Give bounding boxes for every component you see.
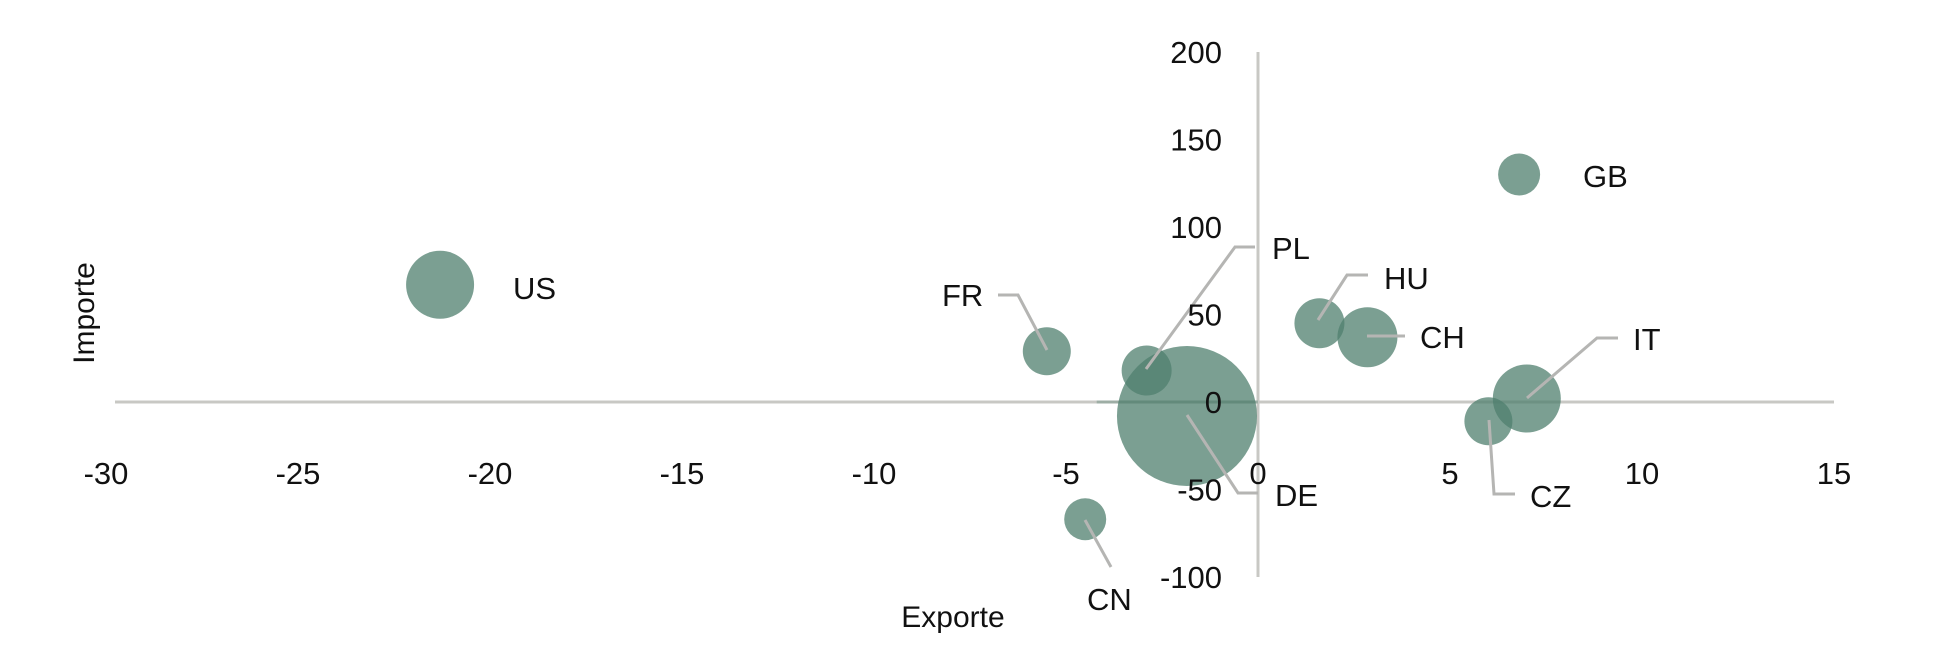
x-tick-label: -20 bbox=[468, 456, 513, 491]
leader-line-cn bbox=[1083, 519, 1113, 568]
leader-line-cz bbox=[1487, 419, 1515, 496]
bubble-gb bbox=[1498, 153, 1541, 196]
leader-line-fr bbox=[998, 293, 1049, 351]
bubble-label-cn: CN bbox=[1087, 582, 1132, 617]
bubble-label-fr: FR bbox=[942, 278, 983, 313]
x-tick-label: 10 bbox=[1625, 456, 1659, 491]
bubble-label-it: IT bbox=[1633, 322, 1661, 357]
x-tick-label: -5 bbox=[1052, 456, 1080, 491]
bubble-label-gb: GB bbox=[1583, 159, 1628, 194]
bubble-label-hu: HU bbox=[1384, 261, 1429, 296]
leader-line-hu bbox=[1316, 273, 1368, 321]
bubble-us bbox=[406, 250, 475, 319]
x-tick-label: 5 bbox=[1441, 456, 1458, 491]
bubble-label-cz: CZ bbox=[1530, 479, 1571, 514]
bubble-label-ch: CH bbox=[1420, 320, 1465, 355]
y-tick-label: 50 bbox=[1188, 298, 1222, 333]
y-tick-label: -100 bbox=[1160, 560, 1222, 595]
x-tick-label: -25 bbox=[276, 456, 321, 491]
x-tick-labels: -30 -25 -20 -15 -10 -5 0 5 10 15 bbox=[84, 456, 1852, 491]
leader-line-pl bbox=[1144, 245, 1255, 370]
bubble-cn bbox=[1064, 498, 1107, 541]
leader-lines bbox=[998, 245, 1618, 568]
leader-line-de bbox=[1185, 414, 1258, 495]
bubble-label-de: DE bbox=[1275, 478, 1318, 513]
y-tick-labels: 200 150 100 50 0 -50 -100 bbox=[1160, 35, 1222, 595]
x-tick-label: -10 bbox=[852, 456, 897, 491]
bubble-labels: US FR PL DE CN HU CH GB IT CZ bbox=[513, 159, 1661, 617]
y-tick-label: 0 bbox=[1205, 385, 1222, 420]
y-tick-label: -50 bbox=[1177, 473, 1222, 508]
axes bbox=[115, 52, 1834, 577]
y-axis-title: Importe bbox=[68, 262, 101, 364]
x-tick-label: -15 bbox=[660, 456, 705, 491]
bubble-hu bbox=[1294, 298, 1345, 349]
x-tick-label: 0 bbox=[1249, 456, 1266, 491]
bubble-label-us: US bbox=[513, 271, 556, 306]
x-tick-label: -30 bbox=[84, 456, 129, 491]
y-tick-label: 150 bbox=[1170, 123, 1222, 158]
bubble-fr bbox=[1022, 327, 1071, 376]
leader-line-it bbox=[1526, 336, 1618, 400]
y-tick-label: 100 bbox=[1170, 210, 1222, 245]
bubbles bbox=[406, 153, 1561, 541]
x-axis-title: Exporte bbox=[901, 601, 1004, 634]
bubble-label-pl: PL bbox=[1272, 231, 1310, 266]
x-tick-label: 15 bbox=[1817, 456, 1851, 491]
y-tick-label: 200 bbox=[1170, 35, 1222, 70]
